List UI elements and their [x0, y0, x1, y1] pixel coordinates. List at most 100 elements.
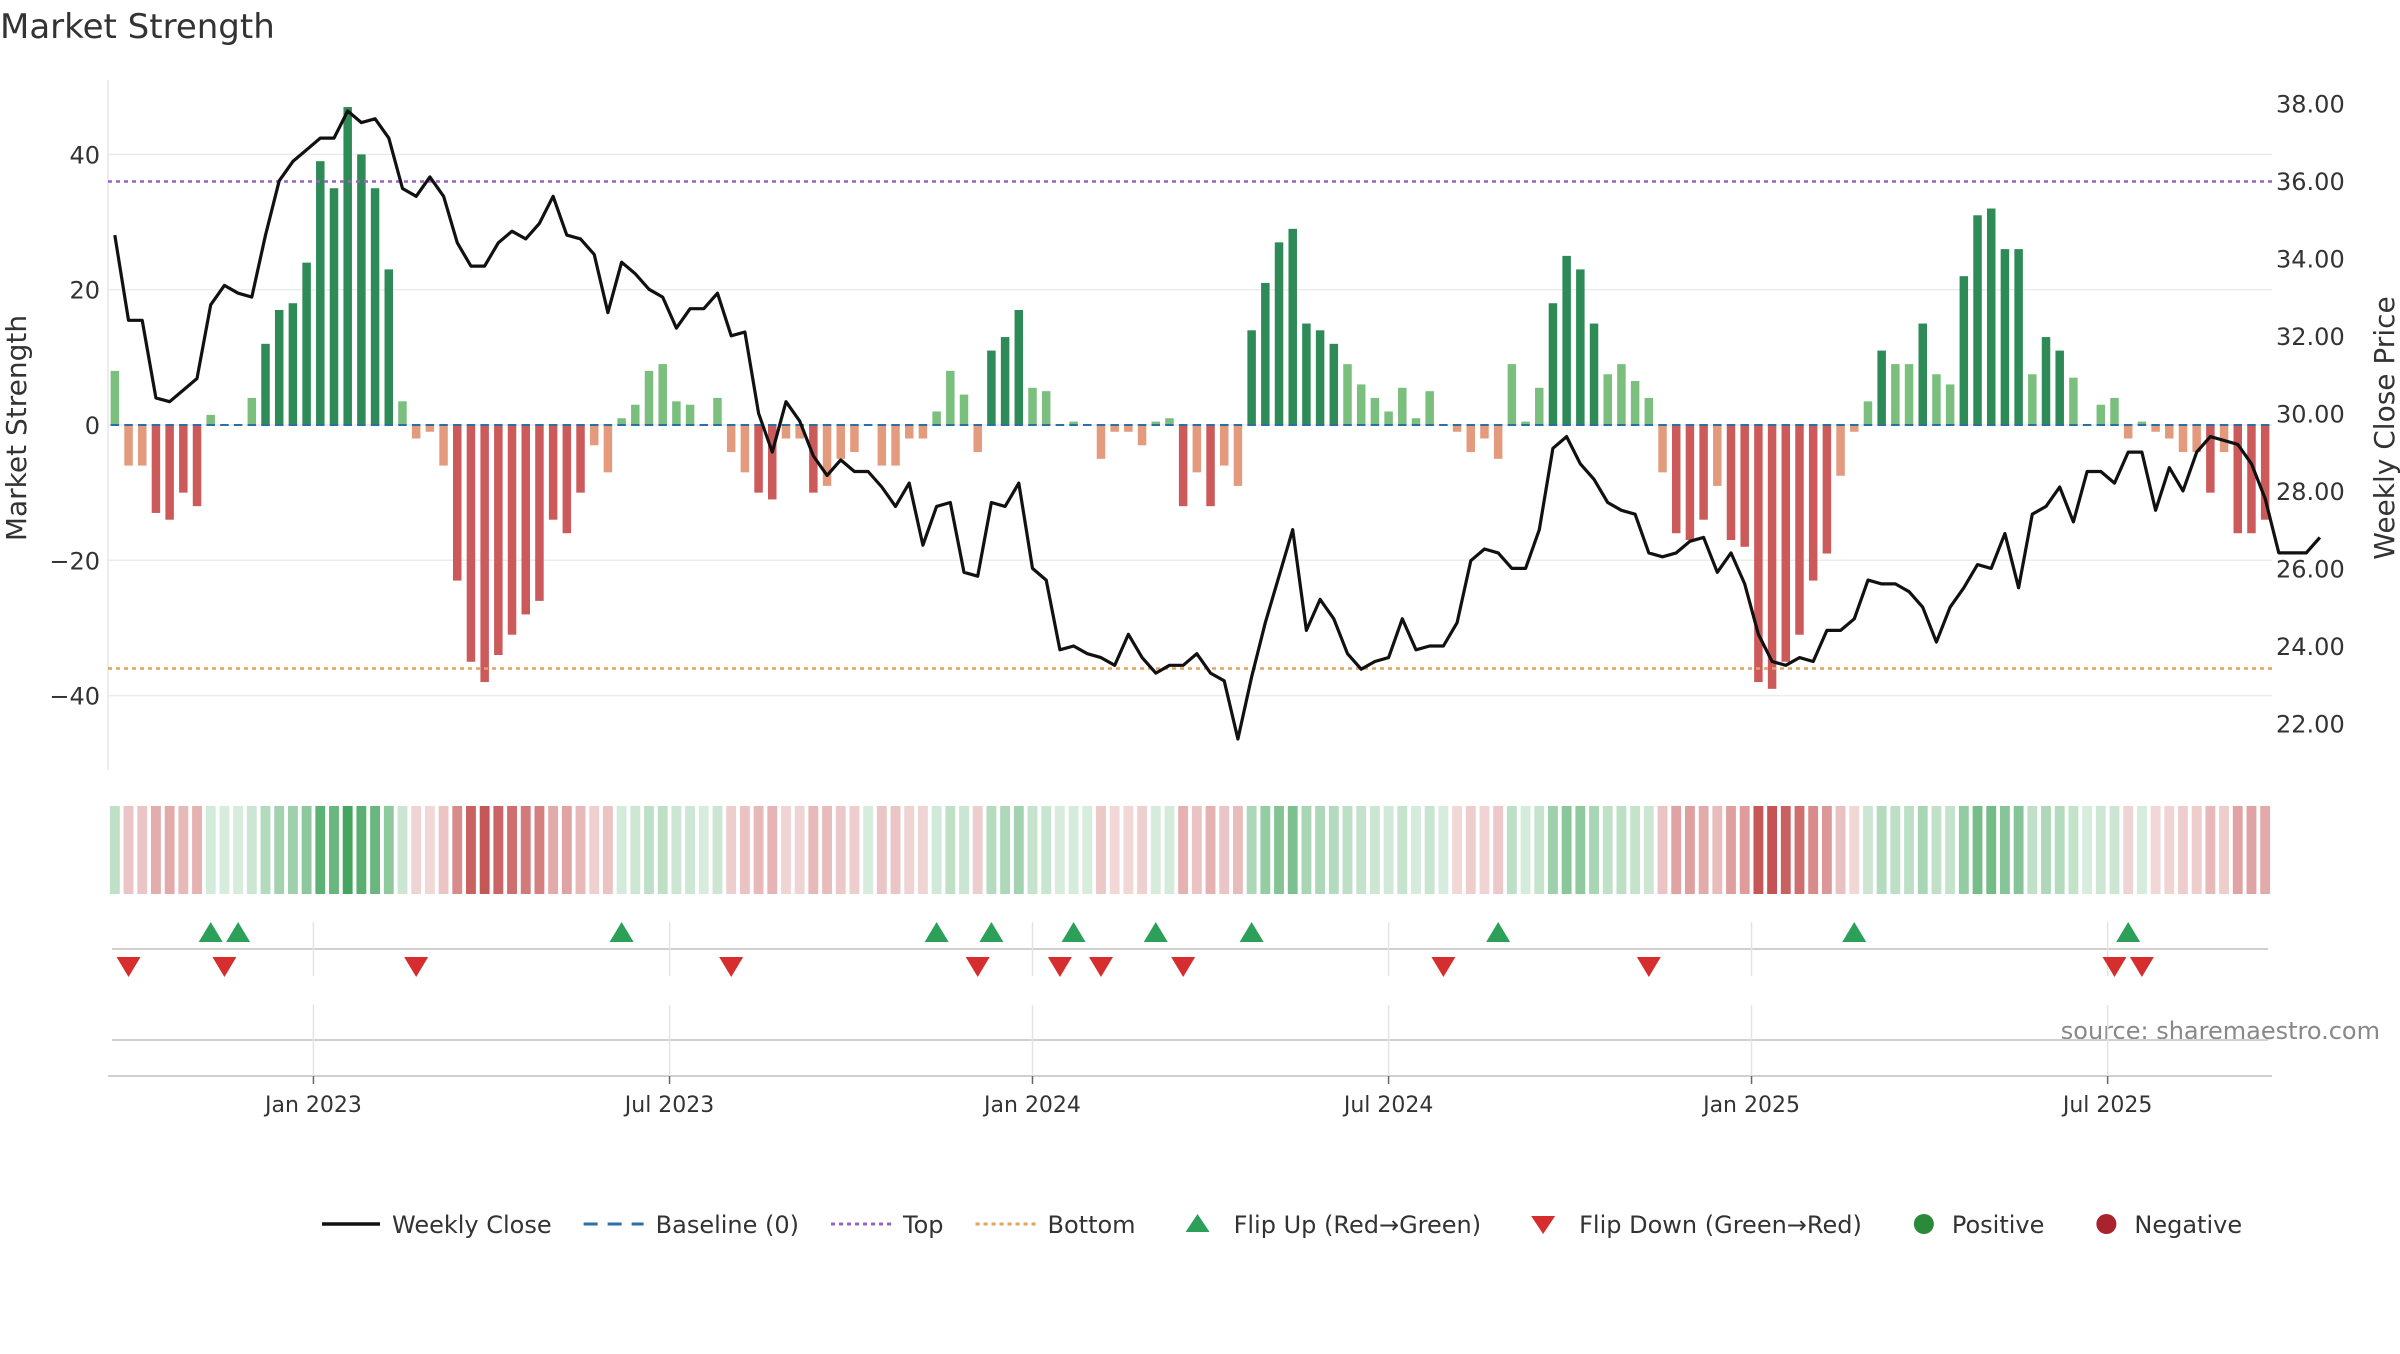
- strength-bar: [453, 425, 462, 581]
- strength-bar: [932, 411, 941, 425]
- heat-cell: [1178, 806, 1189, 894]
- heat-cell: [383, 806, 394, 894]
- heat-cell: [1274, 806, 1284, 894]
- heat-cell: [1739, 806, 1750, 894]
- strength-bar: [302, 262, 311, 425]
- heat-cell: [1397, 806, 1408, 894]
- strength-bar: [1274, 242, 1284, 425]
- heat-cell: [712, 806, 723, 894]
- heat-cell: [205, 806, 216, 894]
- heat-cell: [370, 806, 381, 894]
- y-tick-label-right: 30.00: [2276, 400, 2345, 428]
- heat-cell: [287, 806, 298, 894]
- heat-cell: [2178, 806, 2188, 894]
- flip-down-marker: [1431, 957, 1456, 977]
- strength-bar: [2151, 425, 2160, 432]
- heat-cell: [1150, 806, 1161, 894]
- strength-bar: [1562, 255, 1571, 425]
- strength-bar: [1096, 425, 1106, 459]
- heat-cell: [356, 806, 367, 894]
- strength-bar: [1671, 425, 1681, 534]
- strength-bar: [1370, 397, 1380, 425]
- strength-bar: [644, 370, 654, 425]
- heat-cell: [520, 806, 531, 894]
- heat-cell: [534, 806, 545, 894]
- heat-cell: [1671, 806, 1682, 894]
- strength-bar: [398, 401, 407, 425]
- strength-bar: [768, 425, 777, 500]
- heat-cell: [1068, 806, 1079, 894]
- strength-bar: [740, 425, 750, 473]
- strength-bar: [850, 425, 859, 453]
- strength-bar: [1261, 282, 1270, 425]
- heat-cell: [2123, 806, 2134, 894]
- strength-bar: [1795, 425, 1804, 635]
- flip-down-marker: [965, 957, 990, 977]
- heat-cell: [192, 806, 202, 894]
- heat-cell: [1643, 806, 1654, 894]
- strength-bar: [1493, 425, 1503, 459]
- y-axis-label-right: Weekly Close Price: [2368, 296, 2400, 559]
- y-tick-label-right: 34.00: [2276, 245, 2345, 273]
- heat-cell: [794, 806, 805, 894]
- strength-bar: [1713, 425, 1722, 486]
- strength-bar: [2247, 425, 2256, 534]
- strength-bar: [946, 370, 955, 425]
- strength-bar: [904, 425, 914, 439]
- heat-cell: [1821, 806, 1832, 894]
- heat-cell: [1164, 806, 1175, 894]
- heat-cell: [260, 806, 271, 894]
- weekly-close-line: [113, 109, 2322, 741]
- strength-bar: [1165, 418, 1174, 425]
- heat-cell: [1479, 806, 1490, 894]
- strength-bar: [1699, 425, 1708, 520]
- flip-up-marker: [198, 922, 223, 942]
- heat-cell: [274, 806, 285, 894]
- heat-cell: [630, 806, 641, 894]
- heat-cell: [1301, 806, 1312, 894]
- strength-bar: [1411, 418, 1421, 425]
- heat-cell: [548, 806, 559, 894]
- flip-up-marker: [1842, 922, 1867, 942]
- strength-bar: [1384, 411, 1393, 425]
- strength-bar: [1343, 364, 1352, 425]
- heat-cell: [2095, 806, 2106, 894]
- y-tick-label-left: 40: [69, 141, 100, 169]
- strength-bar: [2069, 377, 2078, 425]
- strength-bar: [1124, 425, 1133, 432]
- heat-cell: [1931, 806, 1942, 894]
- heat-cell: [1602, 806, 1613, 894]
- strength-bar: [507, 425, 517, 635]
- heat-cell: [1698, 806, 1709, 894]
- x-tick-label: Jan 2025: [1701, 1093, 1800, 1118]
- heat-cell: [1096, 806, 1106, 894]
- x-tick-label: Jan 2023: [263, 1093, 362, 1118]
- strength-bar: [2260, 425, 2270, 520]
- strength-bar: [1452, 425, 1462, 432]
- heat-cell: [1808, 806, 1819, 894]
- y-tick-label-right: 22.00: [2276, 710, 2345, 738]
- flip-up-marker: [1486, 922, 1511, 942]
- y-tick-label-left: −20: [49, 547, 100, 575]
- flip-up-marker: [1143, 922, 1168, 942]
- heat-cell: [1506, 806, 1517, 894]
- strength-bar: [987, 350, 996, 425]
- strength-bar: [617, 418, 626, 425]
- legend-label: Top: [902, 1211, 944, 1239]
- strength-bar: [2192, 425, 2201, 453]
- flip-down-marker: [2102, 957, 2127, 977]
- heat-cell: [808, 806, 819, 894]
- flip-up-marker: [979, 922, 1004, 942]
- heat-cell: [1835, 806, 1846, 894]
- strength-bar: [1466, 425, 1476, 453]
- heat-cell: [1123, 806, 1134, 894]
- heat-cell: [822, 806, 832, 894]
- strength-bar: [110, 370, 120, 425]
- heat-cell: [1780, 806, 1791, 894]
- strength-bar: [1535, 387, 1544, 425]
- heat-cell: [164, 806, 175, 894]
- legend-swatch-flip-down: [1531, 1216, 1556, 1234]
- strength-bar: [1658, 425, 1667, 473]
- heat-cell: [466, 806, 476, 894]
